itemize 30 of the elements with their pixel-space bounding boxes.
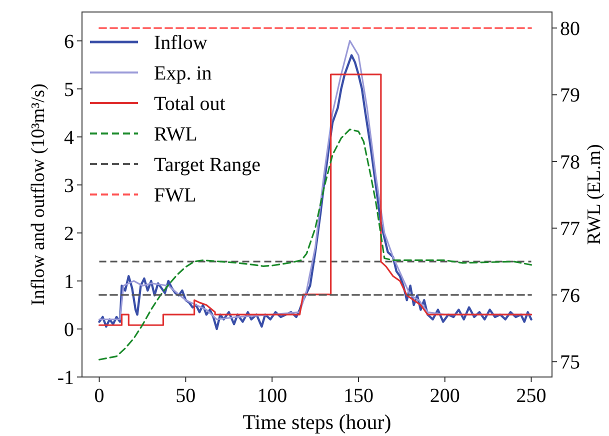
y-tick-label: 5 (64, 78, 74, 101)
legend-label: Total out (154, 93, 226, 115)
legend-label: Inflow (154, 32, 208, 54)
x-tick-label: 150 (343, 385, 374, 407)
legend-label: Target Range (154, 154, 261, 176)
y-tick-label: 6 (64, 30, 74, 53)
y2-tick-label: 80 (560, 18, 580, 40)
legend-label: Exp. in (154, 62, 212, 84)
x-tick-label: 0 (94, 385, 104, 407)
y2-tick-label: 76 (560, 284, 580, 307)
x-tick-label: 50 (176, 385, 196, 407)
y-tick-label: -1 (57, 367, 74, 389)
x-axis-title: Time steps (hour) (242, 410, 392, 434)
y2-tick-label: 78 (560, 151, 580, 174)
y-tick-label: 2 (64, 222, 74, 245)
x-tick-label: 100 (257, 385, 288, 407)
line-series (98, 128, 532, 360)
x-tick-label: 200 (430, 385, 460, 407)
legend-label: FWL (154, 184, 196, 206)
y2-tick-label: 77 (560, 218, 580, 240)
y2-axis-title: RWL (EL.m) (584, 144, 605, 245)
y2-tick-label: 75 (560, 352, 580, 374)
y-tick-label: 0 (64, 318, 74, 341)
y-tick-label: 4 (64, 126, 74, 149)
x-tick-label: 250 (516, 385, 546, 407)
y-axis-title: Inflow and outflow (10³m³/s) (28, 84, 49, 306)
y2-tick-label: 79 (560, 84, 580, 107)
y-tick-label: 3 (64, 174, 74, 197)
legend-label: RWL (154, 124, 198, 146)
y-tick-label: 1 (64, 270, 74, 293)
